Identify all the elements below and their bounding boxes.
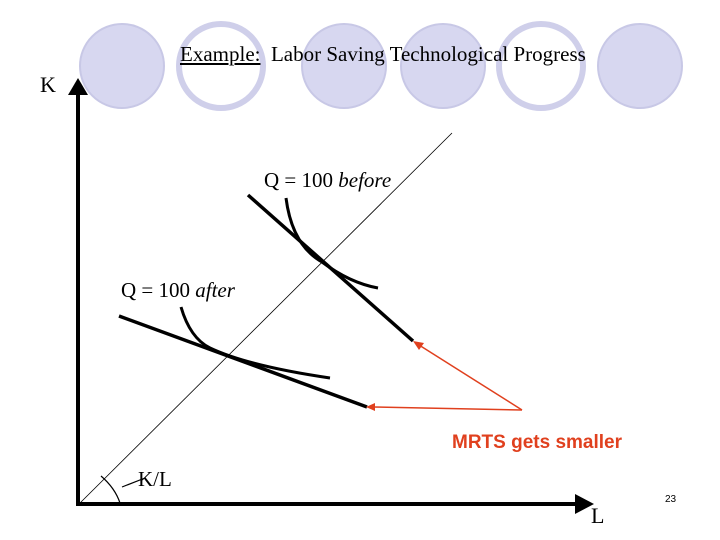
decor-circle	[496, 21, 586, 111]
y-axis-label: K	[40, 72, 56, 97]
q-after-text: Q = 100	[121, 278, 196, 302]
x-axis-arrowhead	[575, 494, 594, 514]
decorative-circles	[79, 21, 683, 111]
mrts-arrow-upper	[418, 344, 523, 411]
q-after-label: Q = 100 after	[121, 278, 235, 303]
kl-ray-line	[77, 132, 453, 506]
decor-circle	[176, 21, 266, 111]
decor-circle	[185, 30, 257, 102]
q-before-text: Q = 100	[264, 168, 339, 192]
slide-title: Example: Labor Saving Technological Prog…	[180, 42, 586, 67]
isocost-before	[246, 193, 415, 343]
decor-circle	[301, 23, 387, 109]
kl-angle-arc	[100, 475, 121, 504]
q-after-emph: after	[195, 278, 235, 302]
decor-circle	[597, 23, 683, 109]
q-before-label: Q = 100 before	[264, 168, 391, 193]
mrts-arrows	[366, 341, 523, 411]
kl-ray-label: K/L	[138, 467, 172, 491]
title-text: Labor Saving Technological Progress	[270, 42, 586, 66]
isocost-after	[118, 314, 368, 409]
decor-circle	[400, 23, 486, 109]
decor-circle	[505, 30, 577, 102]
x-axis-label: L	[591, 503, 605, 528]
y-axis-arrowhead	[68, 78, 88, 95]
page-number: 23	[665, 494, 677, 505]
mrts-arrow-upper-head	[413, 341, 424, 350]
title-prefix: Example:	[180, 42, 261, 66]
kl-label-pointer	[121, 477, 146, 488]
mrts-note: MRTS gets smaller	[452, 432, 622, 453]
decor-circle	[79, 23, 165, 109]
q-before-emph: before	[338, 168, 392, 192]
mrts-arrow-lower-head	[366, 403, 375, 411]
mrts-arrow-lower	[372, 406, 523, 411]
